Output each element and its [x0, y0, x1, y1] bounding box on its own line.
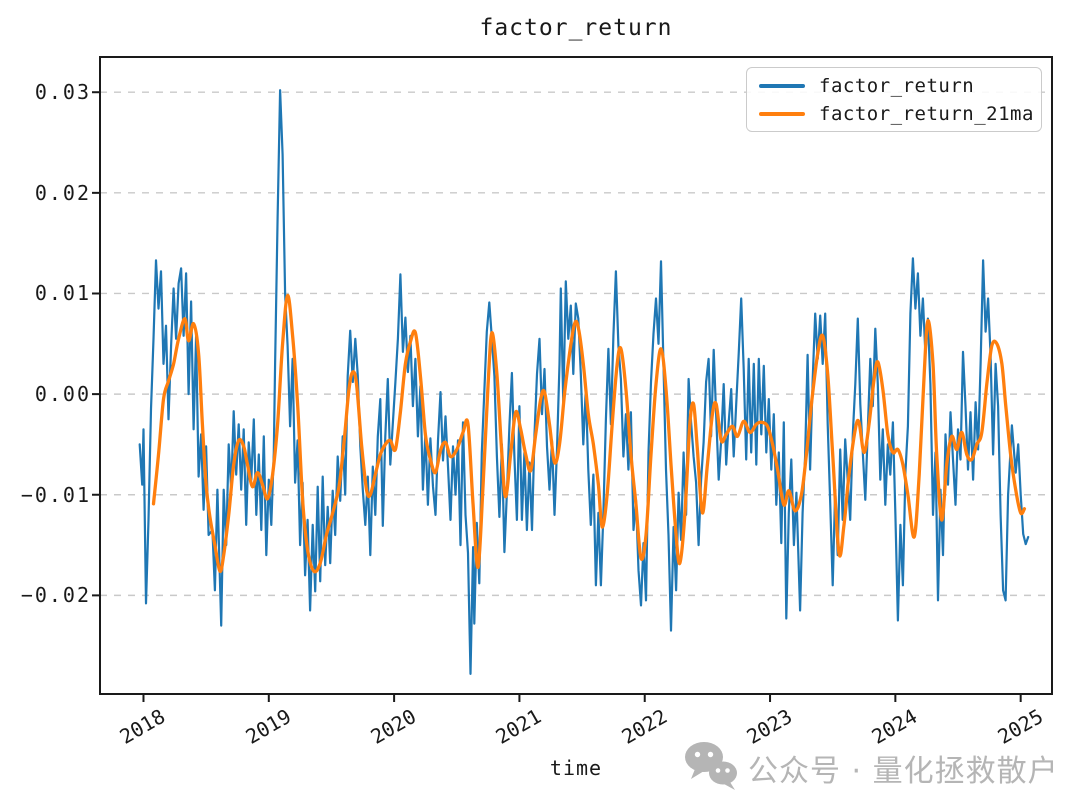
legend-line-sample [759, 111, 805, 116]
series-line-factor_return_21ma [151, 293, 1027, 574]
y-tick-label-0.00: 0.00 [34, 382, 91, 407]
legend-label: factor_return_21ma [819, 102, 1034, 125]
axes-frame [99, 56, 1053, 695]
y-tick-label-−0.01: −0.01 [20, 482, 91, 507]
chart-title: factor_return [479, 15, 673, 41]
watermark-text: 公众号 · 量化拯救散户 [748, 754, 1059, 789]
legend-item-factor_return_21ma: factor_return_21ma [759, 101, 1033, 126]
y-tick-label-0.03: 0.03 [34, 80, 91, 105]
wechat-icon [684, 741, 738, 795]
y-tick-label-0.01: 0.01 [34, 281, 91, 306]
y-tick-label-0.02: 0.02 [34, 180, 91, 205]
legend-line-sample [759, 83, 805, 88]
y-tick-label-−0.02: −0.02 [20, 583, 91, 608]
legend-label: factor_return [819, 74, 975, 97]
legend-item-factor_return: factor_return [759, 73, 1029, 98]
series-line-factor_return [138, 89, 1030, 675]
watermark: 公众号 · 量化拯救散户 [684, 741, 1059, 795]
legend: factor_return factor_return_21ma [746, 67, 1042, 132]
x-axis-label: time [549, 756, 603, 780]
